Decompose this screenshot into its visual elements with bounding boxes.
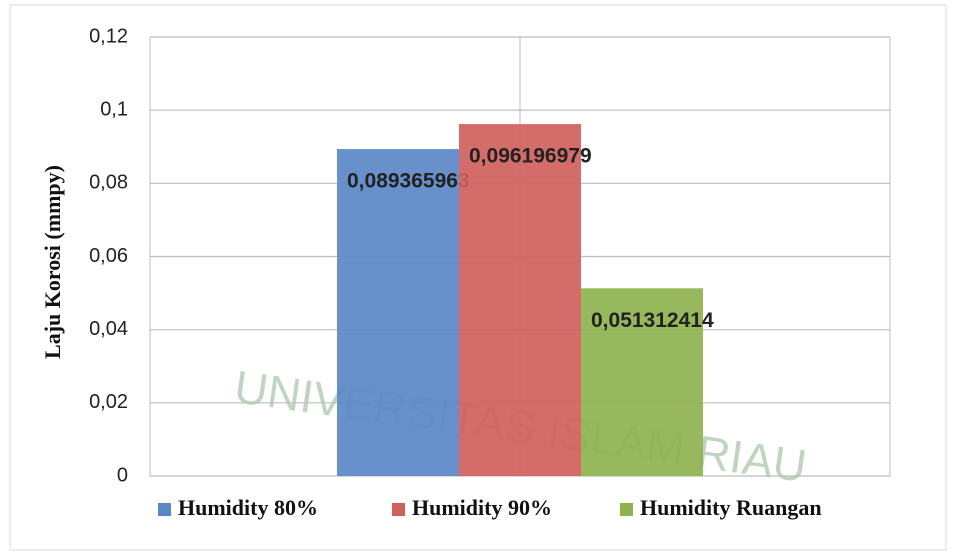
- y-tick-label: 0,08: [89, 172, 128, 194]
- y-tick-label: 0: [117, 464, 128, 486]
- legend-swatch: [158, 503, 171, 516]
- data-label: 0,096196979: [469, 145, 592, 168]
- legend-label: Humidity 90%: [412, 495, 552, 520]
- legend-swatch: [392, 503, 405, 516]
- bar: [337, 149, 459, 476]
- bar: [581, 288, 703, 476]
- bar: [459, 124, 581, 477]
- y-tick-label: 0,06: [89, 245, 128, 267]
- y-tick-label: 0,04: [89, 318, 128, 340]
- data-label: 0,051312414: [591, 309, 714, 332]
- y-tick-label: 0,02: [89, 391, 128, 413]
- chart-frame: [9, 4, 947, 551]
- legend-swatch: [620, 503, 633, 516]
- y-axis-label: Laju Korosi (mmpy): [40, 165, 65, 359]
- data-label: 0,089365963: [347, 170, 470, 193]
- y-tick-label: 0,12: [89, 25, 128, 47]
- legend-label: Humidity Ruangan: [640, 495, 822, 520]
- y-tick-label: 0,1: [100, 98, 128, 120]
- legend-label: Humidity 80%: [178, 495, 318, 520]
